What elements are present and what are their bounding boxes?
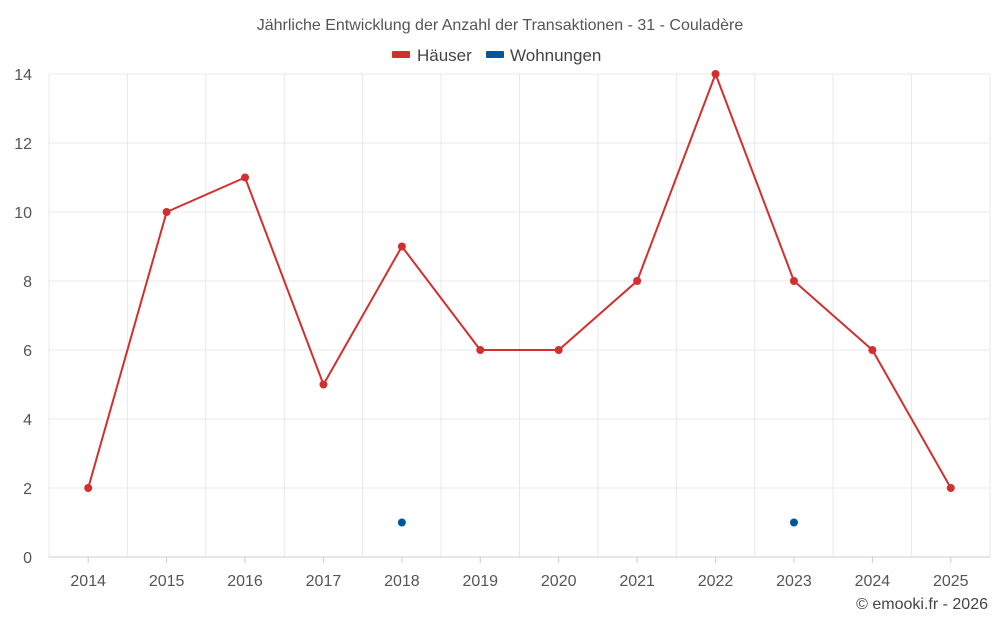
legend-swatch-apartments: [486, 51, 504, 58]
legend-label-houses: Häuser: [417, 46, 472, 65]
data-point-houses[interactable]: [789, 277, 798, 285]
x-tick-label: 2017: [306, 573, 342, 590]
y-tick-label: 8: [23, 274, 32, 291]
y-tick-label: 0: [23, 550, 32, 567]
data-point-houses[interactable]: [84, 484, 93, 492]
x-tick-label: 2021: [619, 573, 655, 590]
grid: [48, 73, 991, 557]
data-point-houses[interactable]: [633, 277, 642, 285]
y-tick-label: 2: [23, 481, 32, 498]
chart-title: Jährliche Entwicklung der Anzahl der Tra…: [257, 17, 744, 34]
x-tick-label: 2022: [698, 573, 734, 590]
legend: Häuser Wohnungen: [392, 46, 601, 65]
data-point-houses[interactable]: [319, 380, 328, 389]
x-tick-label: 2014: [70, 573, 106, 590]
x-tick-label: 2023: [776, 573, 812, 590]
x-tick-label: 2025: [933, 573, 969, 590]
credit: © emooki.fr - 2026: [856, 596, 988, 613]
legend-swatch-houses: [392, 51, 410, 58]
data-point-houses[interactable]: [946, 484, 955, 492]
data-point-apartments[interactable]: [789, 518, 798, 527]
x-tick-label: 2019: [462, 573, 498, 590]
y-tick-label: 12: [14, 136, 32, 153]
series-line-houses: [87, 73, 952, 489]
x-tick-label: 2016: [227, 573, 263, 590]
legend-item-apartments[interactable]: Wohnungen: [486, 46, 601, 65]
series: [84, 70, 955, 527]
y-tick-label: 6: [23, 343, 32, 360]
data-point-houses[interactable]: [476, 346, 485, 354]
x-tick-label: 2015: [149, 573, 185, 590]
data-point-houses[interactable]: [397, 242, 406, 251]
legend-label-apartments: Wohnungen: [510, 46, 601, 65]
y-tick-label: 4: [23, 412, 32, 429]
y-tick-label: 10: [14, 205, 32, 222]
y-tick-label: 14: [14, 67, 32, 84]
x-tick-label: 2020: [541, 573, 577, 590]
legend-item-houses[interactable]: Häuser: [392, 46, 472, 65]
x-tick-label: 2024: [855, 573, 891, 590]
data-point-houses[interactable]: [868, 346, 877, 354]
x-tick-label: 2018: [384, 573, 420, 590]
data-point-apartments[interactable]: [397, 518, 406, 527]
data-point-houses[interactable]: [554, 346, 563, 354]
data-point-houses[interactable]: [162, 208, 171, 216]
axes: 0 2 4 6 8 10 12 14 2014 2015 2016 2017 2018 2019 2020 2…: [14, 67, 990, 590]
data-point-houses[interactable]: [241, 173, 250, 182]
data-point-houses[interactable]: [711, 70, 720, 78]
